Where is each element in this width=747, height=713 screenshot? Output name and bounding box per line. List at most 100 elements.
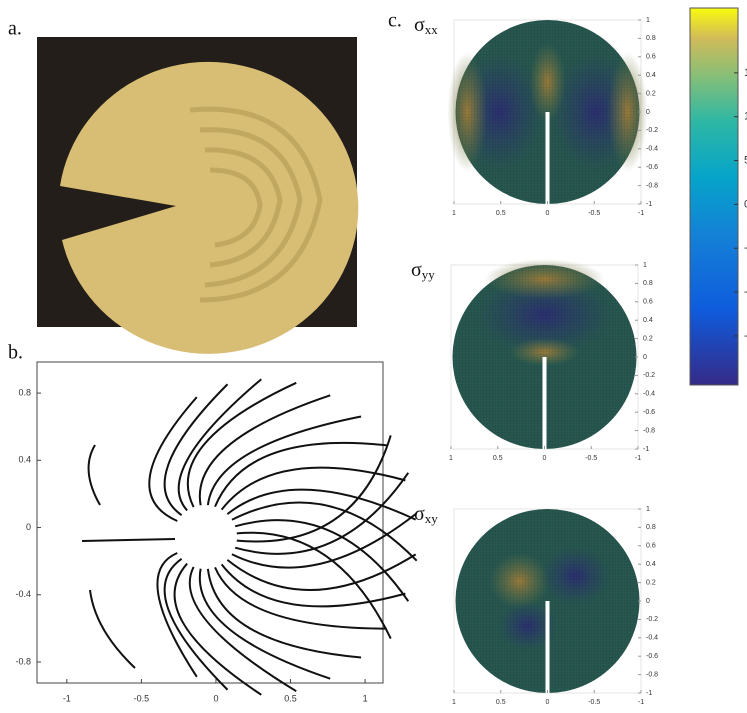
y-tick-label: 0 — [646, 109, 650, 116]
title-subscript: xx — [425, 22, 439, 37]
y-tick-label: -0.8 — [643, 427, 655, 434]
x-tick-label: 0 — [543, 455, 547, 462]
panel-label: b. — [8, 342, 23, 364]
x-tick-label: 0 — [213, 693, 218, 703]
y-tick-label: -0.6 — [646, 164, 658, 171]
y-tick-label: -0.2 — [646, 616, 658, 623]
y-tick-label: -0.2 — [646, 127, 658, 134]
x-tick-label: 1 — [449, 455, 453, 462]
y-tick-label: 0 — [26, 522, 31, 532]
colorbar-tick-label: 150 — [744, 67, 747, 79]
colorbar-tick-label: -150 — [744, 330, 747, 342]
wrinkle — [177, 378, 262, 512]
wrinkle — [214, 441, 387, 508]
x-tick-label: -0.5 — [134, 693, 150, 703]
panel-title: σxx — [414, 14, 438, 37]
x-tick-label: -1 — [63, 693, 71, 703]
wrinkle — [220, 466, 406, 511]
wrinkle-curves — [81, 378, 418, 696]
y-tick-label: 0.4 — [643, 317, 653, 324]
wrinkle — [231, 501, 418, 562]
wrinkle — [173, 562, 262, 696]
wrinkle — [234, 472, 410, 555]
y-tick-label: -1 — [646, 201, 652, 208]
x-tick-label: 0 — [546, 210, 550, 217]
x-tick-label: 0.5 — [496, 210, 506, 217]
y-tick-label: 0.4 — [18, 455, 31, 465]
x-tick-label: 0 — [546, 699, 550, 706]
y-tick-label: -0.6 — [646, 653, 658, 660]
colorbar-tick-label: 100 — [744, 111, 747, 123]
wrinkle — [156, 552, 198, 678]
y-tick-label: -1 — [646, 690, 652, 697]
colorbar-tick-label: -50 — [744, 242, 747, 254]
y-tick-label: 0.2 — [646, 579, 656, 586]
wrinkle — [163, 558, 229, 691]
colorbar — [689, 7, 739, 386]
y-tick-label: 1 — [646, 506, 650, 513]
x-tick-label: -0.5 — [588, 210, 600, 217]
y-tick-label: 0.8 — [18, 387, 31, 397]
wrinkle — [87, 444, 101, 506]
y-tick-label: -0.4 — [646, 146, 658, 153]
wrinkle — [186, 381, 297, 508]
y-tick-label: 0.8 — [643, 280, 653, 287]
title-subscript: yy — [422, 267, 436, 282]
y-tick-label: 1 — [643, 262, 647, 269]
y-tick-label: -0.4 — [643, 391, 655, 398]
y-tick-label: 0.2 — [646, 90, 656, 97]
x-tick-label: -1 — [635, 455, 641, 462]
x-tick-label: 0.5 — [284, 693, 297, 703]
wrinkle — [236, 531, 392, 640]
wrinkle — [220, 563, 406, 608]
wrinkle — [163, 383, 229, 516]
y-tick-label: -0.4 — [15, 589, 31, 599]
wrinkle — [188, 566, 297, 693]
y-tick-label: 0.6 — [646, 543, 656, 550]
panel-title: σyy — [411, 259, 435, 282]
title-symbol: σ — [414, 503, 425, 525]
stress-map — [455, 509, 640, 693]
y-tick-label: 0.2 — [643, 335, 653, 342]
y-tick-label: 0.6 — [646, 54, 656, 61]
panel-title: σxy — [414, 503, 438, 526]
crack — [542, 357, 547, 449]
x-tick-label: 0.5 — [496, 699, 506, 706]
y-tick-label: 1 — [646, 17, 650, 24]
colorbar-tick-label: 50 — [744, 154, 747, 166]
title-subscript: xy — [425, 511, 439, 526]
x-tick-label: 1 — [363, 693, 368, 703]
x-tick-label: 1 — [452, 210, 456, 217]
wrinkle — [226, 488, 417, 521]
y-tick-label: -0.4 — [646, 635, 658, 642]
colorbar-tick-label: -100 — [744, 286, 747, 298]
y-tick-label: -0.8 — [646, 182, 658, 189]
y-tick-label: 0 — [646, 598, 650, 605]
x-tick-label: -1 — [638, 699, 644, 706]
y-tick-label: -0.8 — [15, 656, 31, 666]
y-tick-label: -1 — [643, 446, 649, 453]
y-tick-label: 0 — [643, 354, 647, 361]
crack — [545, 112, 550, 204]
y-tick-label: 0.4 — [646, 72, 656, 79]
wrinkle — [198, 568, 331, 680]
wrinkle — [198, 394, 331, 506]
wrinkle — [226, 553, 417, 592]
y-tick-label: -0.2 — [643, 372, 655, 379]
stress-map — [452, 259, 637, 449]
title-symbol: σ — [414, 14, 425, 36]
wrinkle — [148, 396, 198, 522]
y-tick-label: -0.8 — [646, 671, 658, 678]
wrinkle — [231, 512, 418, 569]
panel-label: c. — [388, 10, 402, 32]
panel-label: a. — [8, 18, 22, 40]
x-tick-label: -0.5 — [588, 699, 600, 706]
x-tick-label: -1 — [638, 210, 644, 217]
axes-box — [36, 361, 384, 684]
colorbar-tick-label: 0 — [744, 198, 747, 210]
wrinkle — [206, 415, 362, 506]
x-tick-label: 1 — [452, 699, 456, 706]
photo — [37, 37, 359, 354]
wrinkle — [206, 568, 362, 659]
